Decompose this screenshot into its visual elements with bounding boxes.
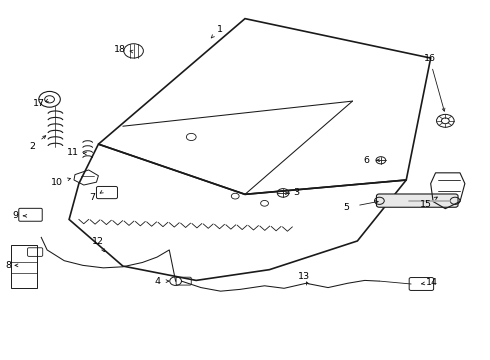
- Text: 10: 10: [51, 178, 63, 187]
- FancyBboxPatch shape: [376, 194, 458, 207]
- Text: 15: 15: [420, 200, 432, 209]
- Text: 1: 1: [217, 25, 222, 34]
- Text: 13: 13: [297, 271, 310, 280]
- Text: 9: 9: [12, 211, 18, 220]
- Text: 5: 5: [343, 203, 350, 212]
- Text: 7: 7: [90, 193, 96, 202]
- Text: 17: 17: [33, 99, 45, 108]
- Text: 18: 18: [114, 45, 126, 54]
- Text: 12: 12: [93, 237, 104, 246]
- Text: 8: 8: [5, 261, 11, 270]
- Text: 14: 14: [426, 278, 438, 287]
- Text: 2: 2: [29, 142, 35, 151]
- Text: 11: 11: [67, 148, 79, 157]
- Text: 4: 4: [154, 276, 160, 285]
- Text: 3: 3: [293, 188, 299, 197]
- Text: 16: 16: [424, 54, 436, 63]
- Text: 6: 6: [363, 156, 369, 165]
